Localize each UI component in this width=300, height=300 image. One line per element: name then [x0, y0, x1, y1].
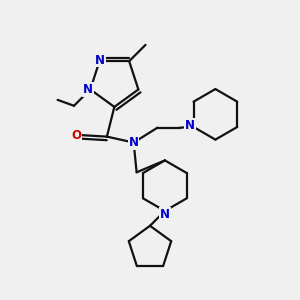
Text: N: N: [95, 53, 105, 67]
Text: N: N: [83, 83, 93, 96]
Text: N: N: [129, 136, 139, 149]
Text: N: N: [185, 119, 195, 132]
Text: N: N: [160, 208, 170, 221]
Text: O: O: [71, 129, 81, 142]
